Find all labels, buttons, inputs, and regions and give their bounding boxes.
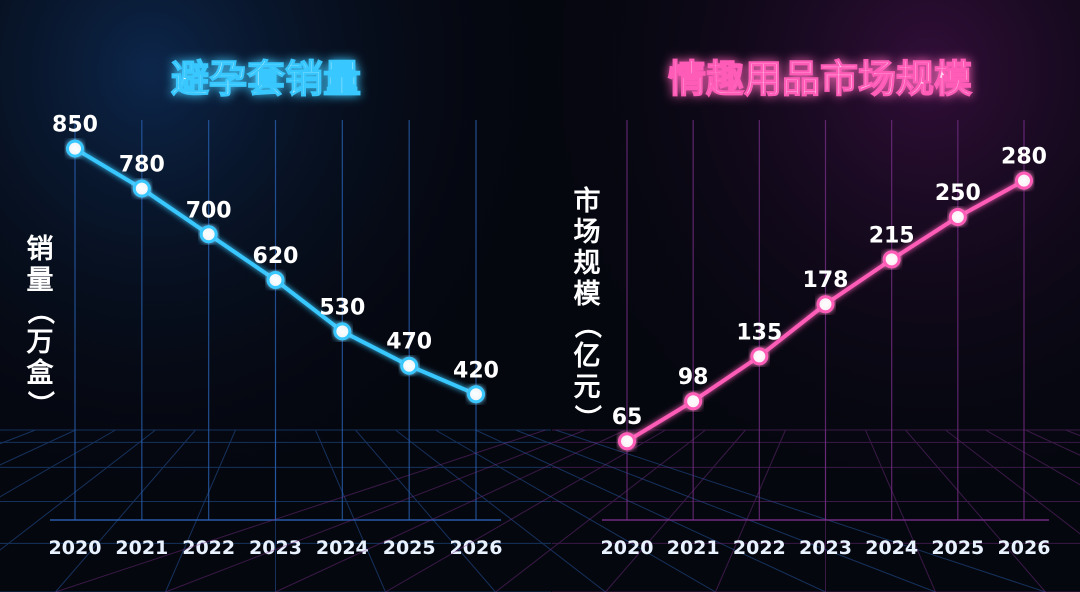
data-point xyxy=(333,322,352,341)
data-label: 135 xyxy=(736,320,782,345)
floor-grid-line xyxy=(55,429,196,592)
floor-grid-line xyxy=(715,429,786,592)
y-axis-label-char: 量 xyxy=(27,265,54,296)
x-tick-label: 2025 xyxy=(931,537,984,559)
floor-grid-line xyxy=(395,429,606,592)
x-tick-label: 2026 xyxy=(450,537,503,559)
data-point xyxy=(400,356,419,375)
y-axis-label-char: 亿 xyxy=(574,341,601,372)
x-tick-label: 2020 xyxy=(49,537,102,559)
data-label: 65 xyxy=(612,405,643,430)
floor-grid-line xyxy=(905,429,1046,592)
floor-grid-line xyxy=(0,429,116,498)
x-tick-label: 2022 xyxy=(182,537,235,559)
data-label: 178 xyxy=(803,268,849,293)
y-axis-label-char: 元 xyxy=(574,372,601,403)
data-label: 470 xyxy=(386,330,432,355)
x-tick-label: 2021 xyxy=(667,537,720,559)
x-tick-label: 2026 xyxy=(998,537,1051,559)
y-axis-label-char: ） xyxy=(571,405,602,432)
data-point xyxy=(132,179,151,198)
data-label: 215 xyxy=(869,223,915,248)
data-label: 420 xyxy=(453,358,499,383)
x-tick-label: 2025 xyxy=(383,537,436,559)
data-point xyxy=(816,295,835,314)
floor-grid-line xyxy=(0,429,156,551)
data-point xyxy=(684,392,703,411)
floor-grid-line xyxy=(275,429,626,592)
data-point xyxy=(66,139,84,158)
floor-grid-line xyxy=(165,429,236,592)
floor-grid-line xyxy=(435,429,716,592)
x-tick-label: 2024 xyxy=(316,537,369,559)
data-label: 250 xyxy=(935,181,981,206)
x-tick-label: 2023 xyxy=(249,537,302,559)
x-tick-label: 2023 xyxy=(799,537,852,559)
floor-grid-line xyxy=(495,429,706,592)
floor-grid-line xyxy=(515,429,936,592)
floor-grid-line xyxy=(865,429,936,592)
floor-grid-line xyxy=(945,429,1080,535)
y-axis-label: 市场规模（亿元） xyxy=(571,185,602,432)
y-axis-label-char: 模 xyxy=(574,279,601,310)
floor-grid-line xyxy=(165,429,586,592)
data-label: 700 xyxy=(186,198,232,223)
floor-grid-line xyxy=(985,429,1080,486)
floor-grid-line xyxy=(0,429,76,466)
floor-grid-line xyxy=(605,429,746,592)
data-point xyxy=(1015,171,1033,190)
data-label: 98 xyxy=(678,365,709,390)
x-tick-label: 2022 xyxy=(733,537,786,559)
y-axis-label-char: （ xyxy=(571,312,602,339)
chart-title: 避孕套销量 xyxy=(171,57,361,101)
floor-grid-line xyxy=(55,429,546,592)
data-label: 620 xyxy=(253,244,299,269)
y-axis-label-char: ） xyxy=(24,391,55,418)
y-axis-label-char: 规 xyxy=(574,248,601,279)
x-tick-label: 2024 xyxy=(865,537,918,559)
floor-grid-line xyxy=(385,429,666,592)
data-label: 530 xyxy=(319,295,365,320)
data-point xyxy=(750,347,769,366)
x-tick-label: 2020 xyxy=(601,537,654,559)
y-axis-label-char: （ xyxy=(24,298,55,325)
data-label: 280 xyxy=(1001,145,1047,170)
y-axis-label-char: 场 xyxy=(574,217,601,248)
floor-grid-line xyxy=(355,429,496,592)
x-tick-label: 2021 xyxy=(115,537,168,559)
data-label: 780 xyxy=(119,153,165,178)
background-glow-left xyxy=(0,0,540,592)
y-axis-label-char: 万 xyxy=(27,327,54,358)
background-glow-right xyxy=(540,0,1080,592)
data-label: 850 xyxy=(52,113,98,138)
y-axis-label-char: 市 xyxy=(574,185,601,217)
data-point xyxy=(948,207,967,226)
data-point xyxy=(467,385,485,404)
floor-grid-line xyxy=(475,429,826,592)
data-point xyxy=(266,271,285,289)
y-axis-label: 销量（万盒） xyxy=(24,234,55,418)
data-point xyxy=(199,225,218,244)
y-axis-label-char: 盒 xyxy=(27,357,55,389)
chart-title: 情趣用品市场规模 xyxy=(668,57,972,101)
data-point xyxy=(882,250,901,269)
floor-grid-line xyxy=(315,429,386,592)
floor-grid-line xyxy=(555,429,1046,592)
data-point xyxy=(618,432,636,451)
y-axis-label-char: 销 xyxy=(27,234,54,265)
